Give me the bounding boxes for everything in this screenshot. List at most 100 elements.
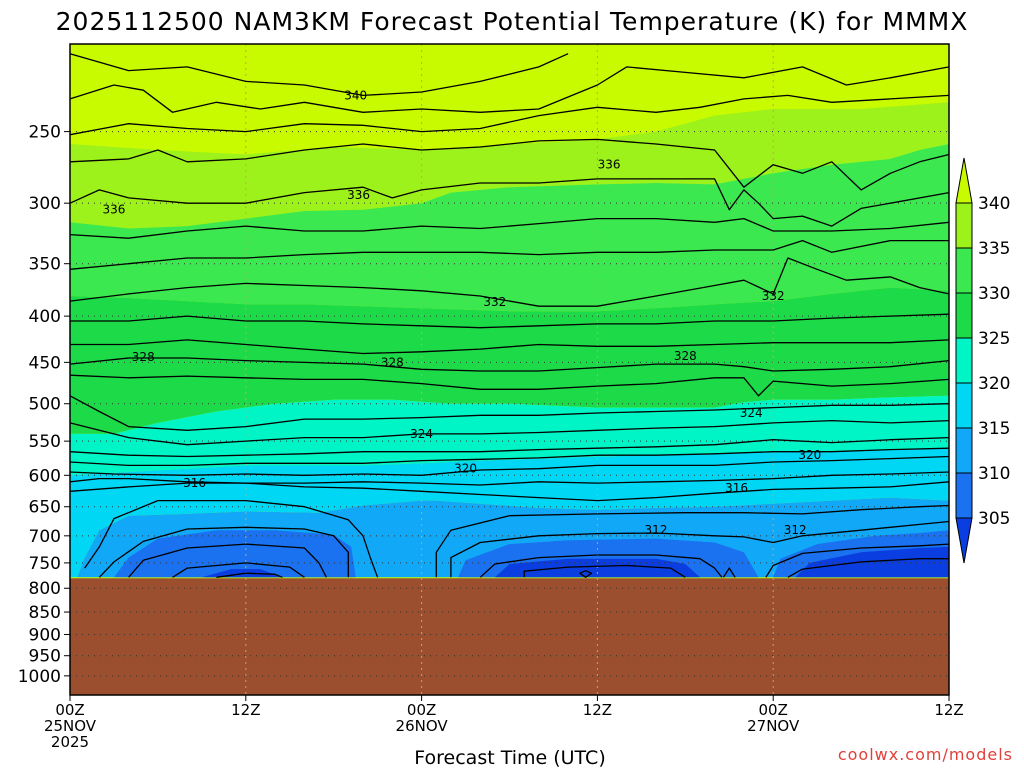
contour-309 — [172, 562, 305, 578]
x-tick-label: 2025 — [51, 733, 89, 751]
colorbar-tick-label: 315 — [978, 419, 1010, 439]
y-tick-label: 300 — [29, 194, 61, 214]
colorbar-band — [955, 382, 973, 429]
contour-label: 328 — [674, 349, 697, 363]
contour-312 — [98, 526, 349, 578]
fill-320 — [70, 395, 949, 476]
y-tick-label: 850 — [29, 603, 61, 623]
contour-label: 324 — [740, 406, 763, 420]
y-tick-label: 350 — [29, 255, 61, 275]
contour-label: 332 — [762, 289, 785, 303]
x-tick-label: 12Z — [583, 701, 612, 719]
y-tick-label: 600 — [29, 466, 61, 486]
colorbar-tick-label: 340 — [978, 194, 1010, 214]
colorbar: 305 310 315 320 325 330 335 340 — [955, 157, 1010, 564]
contour-336 — [69, 178, 950, 227]
y-axis: 250 300 350 400 450 500 550 600 650 700 750 800 850 9… — [18, 123, 70, 687]
fill-335 — [70, 102, 949, 229]
contour-label: 316 — [725, 481, 748, 495]
contour-lines — [69, 53, 950, 578]
contour-label: 320 — [798, 448, 821, 462]
colorbar-band — [955, 292, 973, 339]
contour-312 — [450, 520, 950, 578]
contour-338 — [69, 94, 950, 136]
x-tick-label: 26NOV — [396, 717, 449, 735]
y-tick-label: 750 — [29, 554, 61, 574]
colorbar-tick-label: 305 — [978, 509, 1010, 529]
contour-309 — [523, 564, 686, 578]
contour-329 — [70, 339, 950, 355]
contour-331 — [70, 313, 950, 329]
contour-327 — [69, 374, 950, 397]
contour-label: 316 — [183, 476, 206, 490]
contour-339 — [69, 66, 950, 113]
x-tick-label: 27NOV — [747, 717, 800, 735]
contour-310 — [479, 554, 723, 578]
fill-305 — [795, 546, 949, 578]
contour-label: 336 — [102, 203, 125, 217]
colorbar-tick-label: 320 — [978, 374, 1010, 394]
y-tick-label: 400 — [29, 307, 61, 327]
y-tick-label: 250 — [29, 123, 61, 143]
contour-333 — [69, 239, 949, 270]
contour-label: 320 — [454, 462, 477, 476]
x-tick-label: 12Z — [231, 701, 260, 719]
fill-330 — [70, 144, 949, 312]
contour-305 — [722, 567, 736, 578]
y-tick-label: 450 — [29, 353, 61, 373]
chart-title: 2025112500 NAM3KM Forecast Potential Tem… — [56, 7, 969, 36]
credit-text: coolwx.com/models — [838, 745, 1013, 764]
fill-340 — [70, 44, 949, 155]
colorbar-band — [955, 427, 973, 474]
fill-308 — [114, 530, 356, 578]
contour-332 — [69, 257, 950, 307]
contour-310 — [128, 543, 327, 578]
y-tick-label: 550 — [29, 432, 61, 452]
contour-309 — [787, 558, 949, 578]
ground-surface — [70, 578, 949, 695]
contour-316 — [69, 481, 950, 502]
y-tick-label: 1000 — [18, 667, 61, 687]
contour-325 — [69, 395, 950, 431]
colorbar-band — [955, 202, 973, 249]
colorbar-tick-label: 335 — [978, 239, 1010, 259]
colorbar-band — [955, 247, 973, 294]
contour-324 — [69, 419, 950, 446]
contour-label: 340 — [344, 88, 367, 102]
x-tick-label: 12Z — [934, 701, 963, 719]
contour-322 — [69, 436, 950, 458]
colorbar-tick-label: 310 — [978, 464, 1010, 484]
contour-label: 312 — [645, 523, 668, 537]
contour-310 — [765, 543, 950, 578]
y-tick-label: 500 — [29, 395, 61, 415]
contour-328 — [69, 357, 950, 372]
contour-label: 328 — [132, 350, 155, 364]
y-tick-label: 700 — [29, 527, 61, 547]
contour-label: 336 — [347, 188, 370, 202]
contour-318 — [69, 471, 950, 486]
colorbar-band — [955, 337, 973, 384]
contour-320 — [69, 455, 950, 476]
x-tick-label: 00Z — [55, 701, 84, 719]
plot-frame — [69, 43, 950, 696]
x-tick-label: 00Z — [407, 701, 436, 719]
contour-306 — [579, 570, 593, 578]
contour-340 — [69, 53, 569, 97]
contour-321 — [69, 447, 950, 467]
x-tick-label: 00Z — [759, 701, 788, 719]
x-tick-label: 25NOV — [44, 717, 97, 735]
colorbar-band — [955, 472, 973, 519]
colorbar-tick-label: 330 — [978, 284, 1010, 304]
x-axis-label: Forecast Time (UTC) — [414, 747, 605, 768]
y-tick-label: 800 — [29, 579, 61, 599]
contour-labels: 340 336 336 336 332 332 328 328 328 324 324 320 320 3… — [102, 88, 821, 537]
y-tick-label: 650 — [29, 498, 61, 518]
contour-334 — [69, 217, 950, 239]
contour-314 — [435, 504, 950, 578]
y-tick-label: 950 — [29, 647, 61, 667]
contour-label: 336 — [598, 158, 621, 172]
fill-325 — [70, 287, 949, 434]
colorbar-tick-label: 325 — [978, 329, 1010, 349]
colorbar-arrow-bottom — [955, 517, 973, 564]
